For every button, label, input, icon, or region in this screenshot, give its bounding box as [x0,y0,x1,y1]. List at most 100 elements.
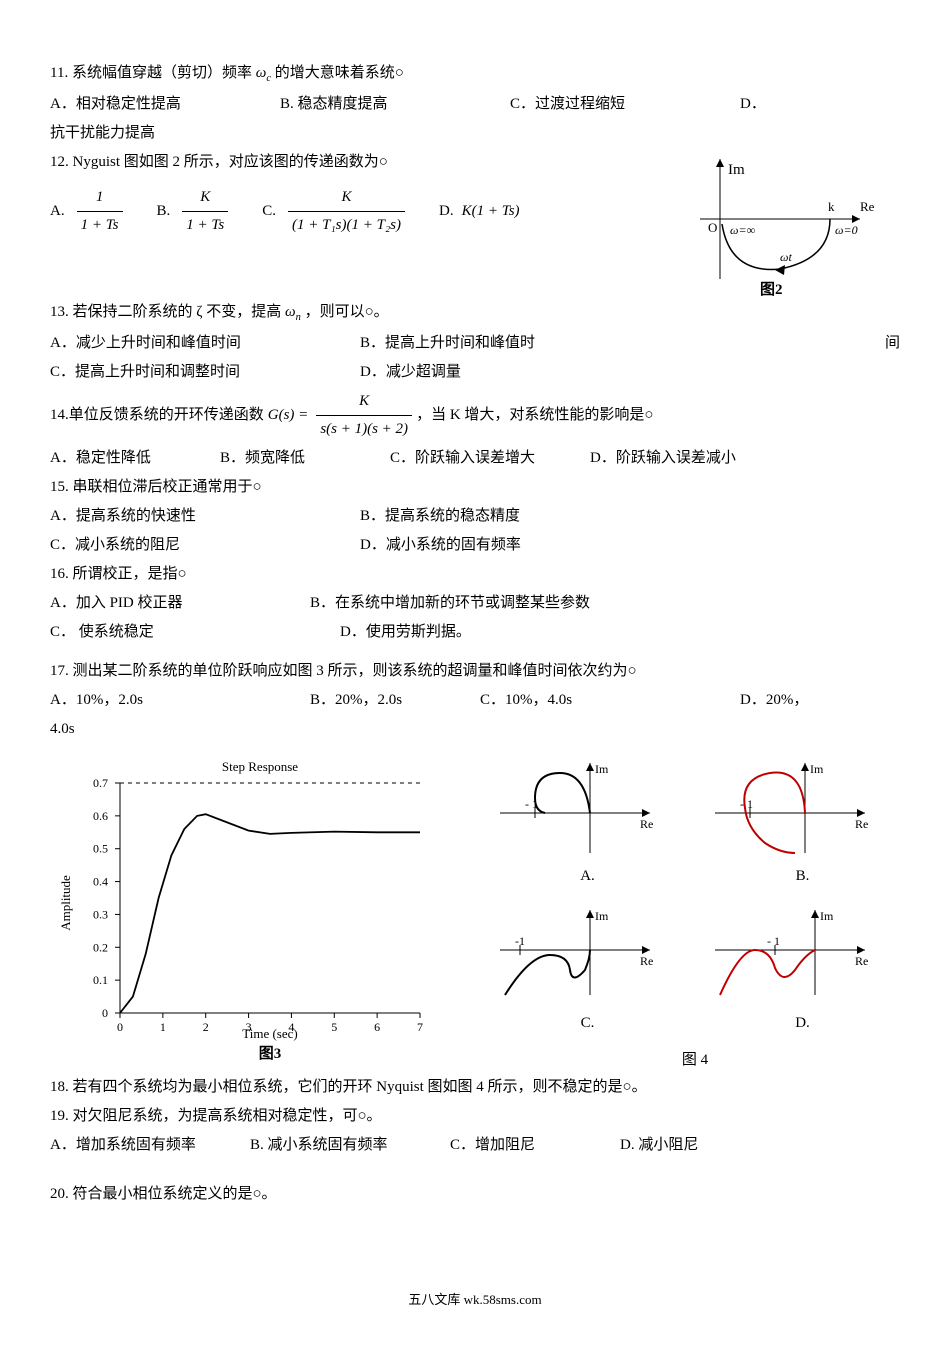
q14: 14. 单位反馈系统的开环传递函数 G(s) = Ks(s + 1)(s + 2… [50,388,900,443]
q11: 11. 系统幅值穿越（剪切）频率 ωc 的增大意味着系统○ [50,60,900,89]
q15-optD: D．减小系统的固有频率 [360,532,521,559]
q19-opts: A．增加系统固有频率 B. 减小系统固有频率 C．增加阻尼 D. 减小阻尼 [50,1132,900,1159]
q14-text1: 单位反馈系统的开环传递函数 [69,402,264,429]
q12-optB: B. K1 + Ts [157,184,233,239]
svg-text:Step Response: Step Response [222,759,298,774]
q17-optC: C．10%，4.0s [480,687,740,714]
svg-text:Re: Re [855,954,868,968]
q14-text2: ，当 K 增大，对系统性能的影响是○ [416,402,653,429]
q16-optC: C． 使系统稳定 [50,619,340,646]
q16-num: 16. [50,566,69,582]
q11-optB: B. 稳态精度提高 [280,91,510,118]
q15-optA: A．提高系统的快速性 [50,503,360,530]
q17-optD: D．20%， [740,687,808,714]
svg-text:O: O [708,220,717,235]
svg-text:Re: Re [640,954,653,968]
q14-optC: C．阶跃输入误差增大 [390,445,590,472]
q15-optB: B．提高系统的稳态精度 [360,503,520,530]
q20-num: 20. [50,1186,69,1202]
q13-optB-tail: 间 [860,330,900,357]
q17-num: 17. [50,663,69,679]
q14-optA: A．稳定性降低 [50,445,220,472]
svg-text:- 1: - 1 [767,934,780,948]
q16-row1: A．加入 PID 校正器 B．在系统中增加新的环节或调整某些参数 [50,590,900,617]
q12-num: 12. [50,154,69,170]
q12-opts: A. 11 + Ts B. K1 + Ts C. K(1 + T₁s)(1 + … [50,184,680,239]
q19: 19. 对欠阻尼系统，为提高系统相对稳定性，可○。 [50,1103,900,1130]
q16: 16. 所谓校正，是指○ [50,561,900,588]
svg-text:图2: 图2 [760,281,783,298]
q11-optD-text: 抗干扰能力提高 [50,120,900,147]
svg-text:0.6: 0.6 [93,809,108,823]
q14-opts: A．稳定性降低 B．频宽降低 C．阶跃输入误差增大 D．阶跃输入误差减小 [50,445,900,472]
svg-text:Im: Im [595,909,609,923]
q17: 17. 测出某二阶系统的单位阶跃响应如图 3 所示，则该系统的超调量和峰值时间依… [50,658,900,685]
svg-text:1: 1 [160,1020,166,1034]
q15-row2: C．减小系统的阻尼 D．减小系统的固有频率 [50,532,900,559]
q13-text2: ，则可以○。 [305,304,389,320]
q16-text: 所谓校正，是指○ [73,566,187,582]
q15: 15. 串联相位滞后校正通常用于○ [50,474,900,501]
q11-optC: C．过渡过程缩短 [510,91,740,118]
q12-text: Nyguist 图如图 2 所示，对应该图的传递函数为○ [73,154,388,170]
q13-text1: 若保持二阶系统的 ζ 不变，提高 [73,304,282,320]
q12-optA: A. 11 + Ts [50,184,127,239]
q19-num: 19. [50,1108,69,1124]
q19-optD: D. 减小阻尼 [620,1132,698,1159]
svg-text:5: 5 [331,1020,337,1034]
svg-text:Re: Re [640,817,653,831]
svg-text:0.7: 0.7 [93,776,108,790]
svg-text:- 1: - 1 [740,797,753,811]
q16-optA: A．加入 PID 校正器 [50,590,310,617]
fig2: Im Re k ω=0 ω=∞ ωt O 图2 [680,149,900,299]
svg-text:Im: Im [820,909,834,923]
q14-num: 14. [50,402,69,429]
svg-text:0.5: 0.5 [93,841,108,855]
fig4-nyquist-grid: Im Re - 1 A. Im Re - 1 B. [450,753,900,1074]
q11-text: 系统幅值穿越（剪切）频率 [72,65,252,81]
svg-text:Re: Re [855,817,868,831]
svg-text:ωt: ωt [780,250,792,264]
svg-text:图3: 图3 [259,1045,282,1062]
q18: 18. 若有四个系统均为最小相位系统，它们的开环 Nyquist 图如图 4 所… [50,1074,900,1101]
q18-num: 18. [50,1079,69,1095]
q20-text: 符合最小相位系统定义的是○。 [73,1186,277,1202]
q15-num: 15. [50,479,69,495]
svg-text:Time (sec): Time (sec) [242,1026,298,1041]
svg-text:Im: Im [595,762,609,776]
q13-optA: A．减少上升时间和峰值时间 [50,330,360,357]
q11-text2: 的增大意味着系统○ [275,65,404,81]
svg-text:6: 6 [374,1020,380,1034]
q13-optC: C．提高上升时间和调整时间 [50,359,360,386]
svg-text:Im: Im [728,162,745,178]
q11-optD: D． [740,91,766,118]
q13-num: 13. [50,304,69,320]
q13-optB: B．提高上升时间和峰值时 [360,330,860,357]
svg-text:ω=∞: ω=∞ [730,223,756,237]
q19-optA: A．增加系统固有频率 [50,1132,250,1159]
q15-row1: A．提高系统的快速性 B．提高系统的稳态精度 [50,503,900,530]
svg-text:0: 0 [102,1006,108,1020]
nyquist-D: Im Re - 1 D. [705,900,900,1037]
q11-opts: A．相对稳定性提高 B. 稳态精度提高 C．过渡过程缩短 D． [50,91,900,118]
q16-optD: D．使用劳斯判据。 [340,619,471,646]
q18-text: 若有四个系统均为最小相位系统，它们的开环 Nyquist 图如图 4 所示，则不… [73,1079,647,1095]
q11-num: 11. [50,65,68,81]
q11-optA: A．相对稳定性提高 [50,91,280,118]
nyquist-B: Im Re - 1 B. [705,753,900,890]
svg-text:Im: Im [810,762,824,776]
q15-text: 串联相位滞后校正通常用于○ [73,479,262,495]
q12-optC: C. K(1 + T₁s)(1 + T₂s) [262,184,409,239]
svg-text:0.1: 0.1 [93,973,108,987]
q17-optB: B．20%，2.0s [310,687,480,714]
q14-optD: D．阶跃输入误差减小 [590,445,736,472]
q16-optB: B．在系统中增加新的环节或调整某些参数 [310,590,590,617]
q19-text: 对欠阻尼系统，为提高系统相对稳定性，可○。 [73,1108,382,1124]
svg-text:2: 2 [203,1020,209,1034]
q14-optB: B．频宽降低 [220,445,390,472]
q13: 13. 若保持二阶系统的 ζ 不变，提高 ωn ，则可以○。 [50,299,900,328]
svg-text:7: 7 [417,1020,423,1034]
nyquist-A: Im Re - 1 A. [490,753,685,890]
fig4-label: 图 4 [490,1047,900,1074]
q20: 20. 符合最小相位系统定义的是○。 [50,1181,900,1208]
